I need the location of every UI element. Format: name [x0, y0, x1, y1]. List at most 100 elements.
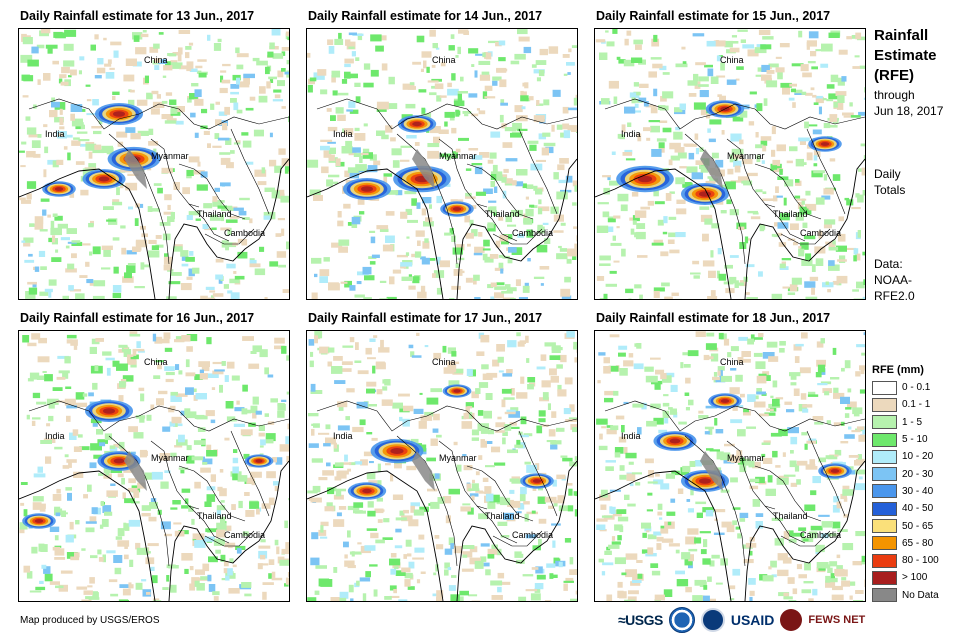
rain-cell [193, 170, 205, 175]
rain-cell [526, 464, 537, 473]
rain-cell [515, 511, 522, 514]
coastline [456, 460, 577, 601]
rain-cell [168, 565, 179, 569]
rain-cell [59, 126, 65, 130]
rain-cell [643, 127, 652, 132]
rain-cell [128, 89, 132, 93]
rain-cell [377, 480, 382, 488]
rain-cell [425, 258, 436, 261]
rain-cell [514, 444, 523, 448]
rain-cell [153, 43, 160, 49]
rain-cell [29, 590, 42, 593]
rain-cell [279, 444, 289, 452]
rain-cell [274, 345, 285, 350]
rain-cell [170, 212, 175, 220]
rain-cell [89, 282, 94, 286]
map-label-india: India [333, 431, 353, 441]
rain-cell [175, 64, 181, 69]
rain-cell [601, 571, 606, 576]
rain-cell [732, 568, 741, 576]
rain-cell [695, 62, 706, 66]
rain-cell [455, 263, 459, 268]
rain-cell [507, 426, 520, 429]
rain-cell [807, 61, 816, 64]
rain-cell [157, 509, 162, 515]
rain-cell [523, 501, 530, 505]
rain-cell [186, 276, 193, 280]
rain-cell [388, 76, 395, 85]
rain-cell [445, 515, 451, 524]
rain-cell [180, 250, 189, 257]
rain-cell [44, 146, 49, 154]
rain-cell [704, 64, 713, 68]
rain-cell [451, 127, 457, 134]
rain-cell [249, 218, 253, 224]
rain-cell [363, 63, 371, 70]
rain-cell [651, 570, 661, 576]
rainfall-map: China India Myanmar Thailand Cambodia [594, 28, 866, 300]
rain-cell [253, 129, 264, 137]
rain-cell [759, 413, 769, 417]
rain-cell [39, 229, 48, 232]
rain-cell [551, 347, 563, 351]
rain-cell [488, 200, 497, 203]
rain-cell [805, 466, 818, 470]
rain-cell [682, 465, 691, 473]
rain-cell [598, 445, 608, 451]
rain-cell [344, 71, 351, 79]
rain-cell [828, 264, 840, 271]
rain-cell [379, 298, 388, 299]
country-border [492, 228, 543, 245]
rain-cell [695, 501, 707, 505]
rain-cell [835, 245, 847, 252]
rain-cell [557, 389, 567, 397]
rain-cell [668, 232, 676, 238]
rain-cell [236, 109, 243, 114]
rain-cell [755, 521, 763, 529]
rain-cell [73, 446, 82, 452]
rain-cell [91, 507, 98, 514]
rain-cell [651, 38, 660, 47]
rain-cell [191, 577, 200, 585]
rain-cell [490, 131, 501, 138]
country-border [108, 435, 170, 567]
rain-cell [278, 264, 286, 268]
rain-cell [478, 110, 486, 115]
rain-cell [796, 564, 802, 570]
rain-cell [57, 355, 69, 359]
rain-cell [39, 504, 46, 512]
rain-cell [761, 74, 772, 81]
rain-cell [837, 77, 843, 83]
rain-cell [103, 473, 112, 479]
rain-cell [205, 286, 215, 290]
legend-label: 30 - 40 [902, 485, 934, 497]
rain-cell [147, 543, 159, 547]
rain-cell [706, 448, 714, 451]
rain-cell [465, 277, 473, 283]
rain-cell [262, 582, 274, 585]
rain-cell [331, 366, 343, 374]
rain-cell [632, 403, 644, 408]
rain-cell [337, 401, 348, 408]
rain-cell [475, 471, 480, 476]
rain-cell [232, 418, 237, 422]
rain-cell [789, 284, 798, 292]
rain-cell [520, 95, 529, 102]
rain-cell [221, 361, 226, 366]
rain-cell [106, 550, 116, 554]
rain-cell [357, 370, 369, 375]
rain-cell [198, 361, 210, 367]
rain-cell [548, 429, 556, 437]
rain-cell [826, 533, 837, 537]
rain-cell [242, 384, 248, 392]
country-border [466, 163, 534, 220]
rain-cell [504, 424, 512, 431]
rain-cell [786, 160, 793, 164]
rain-cell [523, 46, 532, 54]
rain-cell [337, 425, 350, 431]
rain-cell [362, 152, 373, 159]
rain-cell [523, 213, 528, 220]
rain-cell [356, 401, 368, 409]
rain-cell [490, 171, 503, 179]
